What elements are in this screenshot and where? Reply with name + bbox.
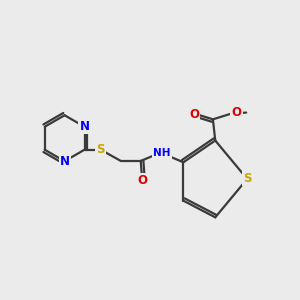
Text: N: N xyxy=(60,155,70,168)
Text: NH: NH xyxy=(154,148,171,158)
Text: S: S xyxy=(96,143,105,156)
Text: O: O xyxy=(232,106,242,119)
Text: S: S xyxy=(243,172,251,185)
Text: O: O xyxy=(189,107,200,121)
Text: N: N xyxy=(80,120,89,133)
Text: O: O xyxy=(137,174,147,188)
